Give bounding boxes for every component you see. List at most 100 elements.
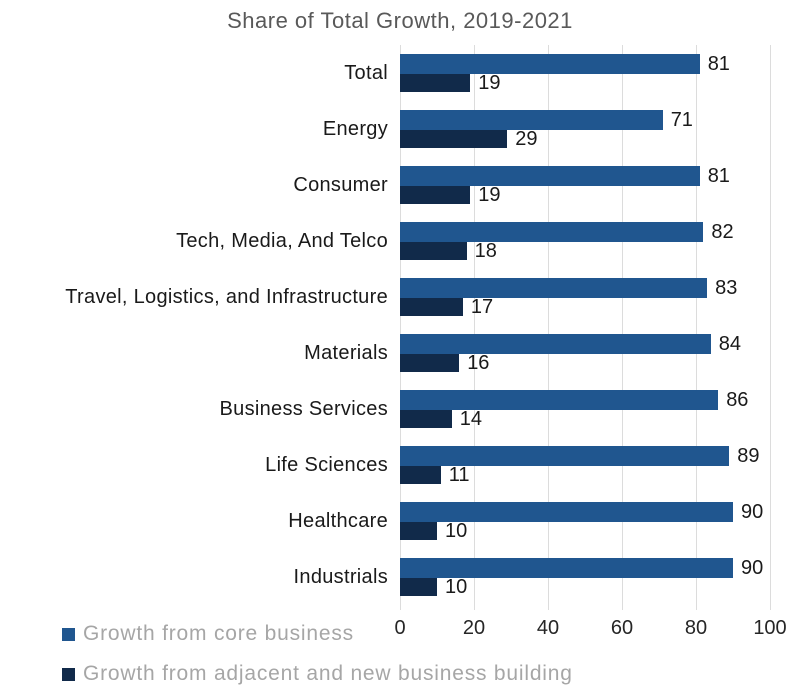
bar-line: 81 [400,52,800,75]
bar-value-label: 19 [478,71,501,94]
gridline [400,45,401,610]
bar-value-label: 84 [718,332,742,355]
bar-value-label: 82 [711,220,734,243]
bar-core-business [400,502,733,522]
chart-row: Total 81 19 [0,45,800,101]
bar-value-label: 10 [445,575,468,598]
legend-swatch-icon [62,667,75,681]
bar-line: 19 [400,71,800,94]
legend: Growth from core business Growth from adj… [62,621,573,687]
bar-value-label: 14 [459,407,483,430]
x-tick-label: 0 [394,617,406,639]
category-label: Industrials [293,565,388,588]
bar-core-business [400,558,733,578]
bar-adjacent-business [400,466,441,484]
x-tick-label: 80 [684,617,708,639]
bar-line: 82 [400,220,800,243]
category-label: Total [344,61,388,84]
category-label: Healthcare [288,509,388,532]
bar-line: 83 [400,276,800,299]
category-label: Life Sciences [265,453,388,476]
bar-line: 10 [400,575,800,598]
bar-line: 14 [400,407,800,430]
chart-row: Healthcare 90 10 [0,493,800,549]
bar-group: 82 18 [400,220,800,262]
chart-row: Travel, Logistics, and Infrastructure 83 1… [0,269,800,325]
chart-row: Business Services 86 14 [0,381,800,437]
legend-swatch-icon [62,627,75,641]
bar-line: 10 [400,519,800,542]
gridlines [400,45,771,610]
bar-value-label: 90 [741,500,764,523]
gridline [474,45,475,610]
bar-adjacent-business [400,578,437,596]
chart-row: Consumer 81 19 [0,157,800,213]
category-label: Energy [322,117,388,140]
bar-core-business [400,334,711,354]
bar-core-business [400,110,663,130]
bar-core-business [400,278,708,298]
bar-line: 86 [400,388,800,411]
bar-group: 84 16 [400,332,800,374]
legend-label: Growth from adjacent and new business bu… [83,662,573,685]
plot-rows: Total 81 19 Energy 71 29 Consumer 81 19 Tech, Med… [0,45,800,605]
chart-title: Share of Total Growth, 2019-2021 [227,8,573,33]
bar-value-label: 71 [670,108,693,131]
bar-value-label: 86 [726,388,749,411]
x-tick-label: 40 [536,617,560,639]
category-label: Materials [304,341,388,364]
bar-value-label: 16 [467,351,490,374]
bar-core-business [400,166,700,186]
bar-line: 17 [400,295,800,318]
bar-group: 90 10 [400,500,800,542]
bar-value-label: 19 [478,183,501,206]
bar-group: 89 11 [400,444,800,486]
bar-group: 81 19 [400,165,800,206]
bar-core-business [400,54,700,74]
gridline [696,45,697,610]
bar-adjacent-business [400,522,437,540]
bar-line: 71 [400,108,800,131]
bar-line: 11 [400,463,800,486]
chart-row: Life Sciences 89 11 [0,437,800,493]
bar-line: 84 [400,332,800,355]
bar-line: 16 [400,351,800,374]
bar-value-label: 18 [474,239,497,262]
bar-line: 89 [400,444,800,467]
bar-line: 90 [400,500,800,523]
x-tick-label: 20 [462,617,486,639]
category-label: Travel, Logistics, and Infrastructure [65,285,388,308]
x-tick-label: 100 [753,617,787,639]
bar-line: 18 [400,239,800,262]
bar-adjacent-business [400,298,463,316]
gridline [622,45,623,610]
chart-row: Tech, Media, And Telco 82 18 [0,213,800,269]
bar-value-label: 90 [741,556,764,579]
x-axis: 0 20 40 60 80 100 [394,617,786,643]
chart-row: Materials 84 16 [0,325,800,381]
bar-value-label: 17 [470,295,494,318]
bar-group: 71 29 [400,108,800,150]
bar-line: 29 [400,127,800,150]
bar-adjacent-business [400,130,508,148]
bar-value-label: 10 [445,519,468,542]
gridline [548,45,549,610]
bar-group: 83 17 [400,276,800,318]
bar-core-business [400,222,704,242]
legend-item: Growth from core business [62,621,573,647]
bar-core-business [400,390,719,410]
bar-group: 86 14 [400,388,800,430]
bar-core-business [400,446,730,466]
bar-line: 19 [400,183,800,206]
bar-value-label: 89 [737,444,760,467]
legend-item: Growth from adjacent and new business bu… [62,661,573,687]
bar-adjacent-business [400,186,471,204]
bar-value-label: 83 [715,276,738,299]
bar-value-label: 29 [515,127,538,150]
bar-value-label: 11 [448,463,470,486]
bar-line: 90 [400,556,800,579]
bar-value-label: 81 [707,52,730,75]
chart-row: Industrials 90 10 [0,549,800,605]
chart-row: Energy 71 29 [0,101,800,157]
